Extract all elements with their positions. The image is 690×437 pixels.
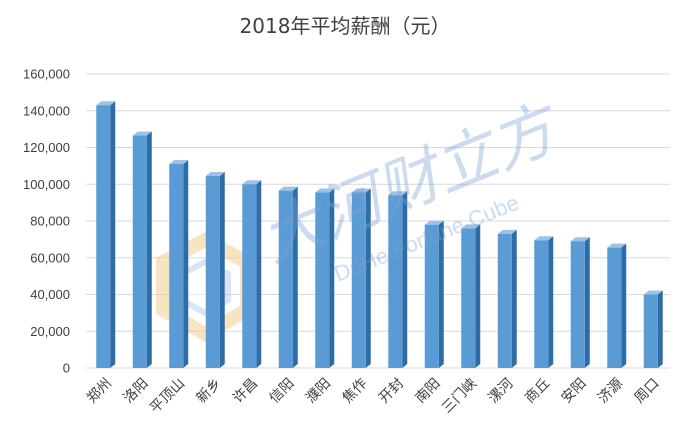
bar-top xyxy=(278,186,298,191)
bar xyxy=(534,236,554,368)
x-tick-label: 安阳 xyxy=(558,376,589,407)
x-tick-label: 平顶山 xyxy=(147,376,188,417)
bar-front xyxy=(169,164,184,368)
bar-side xyxy=(584,237,590,368)
bar xyxy=(205,171,225,368)
y-tick-label: 20,000 xyxy=(30,324,70,339)
x-tick-label: 开封 xyxy=(376,376,407,407)
bar-front xyxy=(315,192,330,368)
bar-top xyxy=(570,237,590,242)
x-tick-label: 郑州 xyxy=(84,376,115,407)
bar-front xyxy=(96,105,111,369)
bar-side xyxy=(110,101,116,369)
bar-front xyxy=(132,135,147,368)
y-tick-label: 0 xyxy=(63,361,70,376)
bar-front xyxy=(497,233,512,368)
y-tick-label: 140,000 xyxy=(23,103,70,118)
x-tick-label: 三门峡 xyxy=(439,376,480,417)
bar-front xyxy=(424,224,439,368)
bar xyxy=(424,220,444,368)
bar-top xyxy=(242,180,262,185)
x-tick-label: 许昌 xyxy=(230,376,261,407)
bars xyxy=(96,101,663,369)
bar-side xyxy=(292,186,298,368)
bar xyxy=(169,160,189,368)
watermark: 大河财立方 DaHe Fortune Cube xyxy=(250,89,571,286)
bar xyxy=(607,243,627,368)
bar-top xyxy=(388,191,408,196)
bar-front xyxy=(351,192,366,368)
bar-top xyxy=(643,290,663,295)
y-tick-label: 40,000 xyxy=(30,287,70,302)
bar-top xyxy=(497,229,517,234)
bar-front xyxy=(534,240,549,368)
x-tick-label: 洛阳 xyxy=(120,376,151,407)
bar-side xyxy=(402,191,408,368)
bar xyxy=(278,186,298,368)
bar-side xyxy=(511,229,517,368)
bar-side xyxy=(475,224,481,368)
bar xyxy=(570,237,590,368)
bar-front xyxy=(643,294,658,368)
bar-top xyxy=(461,224,481,229)
bar-side xyxy=(256,180,262,368)
bar-top xyxy=(96,101,116,106)
bar-side xyxy=(146,131,152,368)
x-tick-label: 商丘 xyxy=(522,376,553,407)
bar-side xyxy=(657,290,663,368)
bar-top xyxy=(169,160,189,165)
bar-top xyxy=(132,131,152,136)
bar-side xyxy=(548,236,554,368)
x-tick-label: 周口 xyxy=(631,376,662,407)
bar-side xyxy=(219,171,225,368)
x-tick-label: 南阳 xyxy=(412,376,443,407)
bar-front xyxy=(242,184,257,368)
y-tick-label: 160,000 xyxy=(23,67,70,82)
x-tick-label: 焦作 xyxy=(339,376,370,407)
bar xyxy=(132,131,152,368)
y-tick-label: 80,000 xyxy=(30,214,70,229)
bar-top xyxy=(205,171,225,176)
x-tick-label: 新乡 xyxy=(193,376,224,407)
x-tick-label: 漯河 xyxy=(485,376,516,407)
y-tick-label: 120,000 xyxy=(23,140,70,155)
bar-top xyxy=(424,220,444,225)
bar-top xyxy=(315,188,335,193)
y-axis-ticks: 0 20,000 40,000 60,000 80,000 100,000 120,000 1… xyxy=(23,67,70,376)
bar-side xyxy=(365,188,371,368)
chart-title: 2018年平均薪酬（元） xyxy=(240,14,451,38)
bar-top xyxy=(534,236,554,241)
bar-side xyxy=(621,243,627,368)
bar xyxy=(96,101,116,369)
x-tick-label: 濮阳 xyxy=(303,376,334,407)
bar xyxy=(643,290,663,368)
bar-front xyxy=(205,175,220,368)
bar xyxy=(351,188,371,368)
bar xyxy=(242,180,262,368)
bar-side xyxy=(183,160,189,368)
bar xyxy=(461,224,481,368)
bar-side xyxy=(438,220,444,368)
bar xyxy=(388,191,408,368)
bar xyxy=(315,188,335,368)
bar-top xyxy=(351,188,371,193)
bar-side xyxy=(329,188,335,368)
bar-front xyxy=(388,195,403,368)
bar xyxy=(497,229,517,368)
x-tick-label: 济源 xyxy=(595,376,626,407)
bar-front xyxy=(461,228,476,368)
bar-front xyxy=(278,190,293,368)
bar-front xyxy=(570,241,585,368)
y-tick-label: 60,000 xyxy=(30,250,70,265)
bar-top xyxy=(607,243,627,248)
bar-front xyxy=(607,247,622,368)
y-tick-label: 100,000 xyxy=(23,177,70,192)
x-tick-label: 信阳 xyxy=(266,376,297,407)
